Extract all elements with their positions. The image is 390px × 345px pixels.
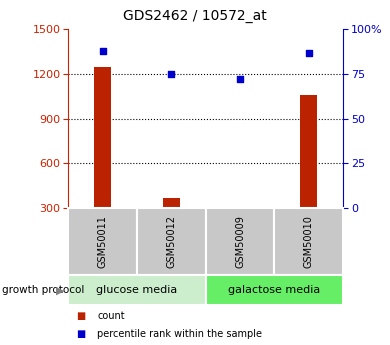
Bar: [275, 208, 343, 275]
Text: ■: ■: [76, 329, 85, 339]
Text: growth protocol: growth protocol: [2, 285, 84, 295]
Bar: [68, 275, 206, 305]
Point: [99, 48, 106, 53]
Bar: [163, 198, 180, 208]
Bar: [300, 95, 317, 208]
Text: GSM50012: GSM50012: [167, 215, 176, 268]
Point: [237, 77, 243, 82]
Text: percentile rank within the sample: percentile rank within the sample: [98, 329, 262, 339]
Bar: [137, 208, 206, 275]
Bar: [94, 67, 111, 208]
Text: count: count: [98, 312, 125, 322]
Bar: [232, 207, 249, 208]
Text: ▶: ▶: [56, 285, 64, 295]
Point: [168, 71, 174, 77]
Text: GSM50010: GSM50010: [304, 215, 314, 268]
Text: GSM50009: GSM50009: [235, 215, 245, 268]
Bar: [206, 208, 275, 275]
Text: GDS2462 / 10572_at: GDS2462 / 10572_at: [123, 9, 267, 23]
Bar: [68, 208, 137, 275]
Text: ■: ■: [76, 312, 85, 322]
Bar: [206, 275, 343, 305]
Text: GSM50011: GSM50011: [98, 215, 108, 268]
Text: glucose media: glucose media: [96, 285, 177, 295]
Point: [306, 50, 312, 55]
Text: galactose media: galactose media: [228, 285, 321, 295]
